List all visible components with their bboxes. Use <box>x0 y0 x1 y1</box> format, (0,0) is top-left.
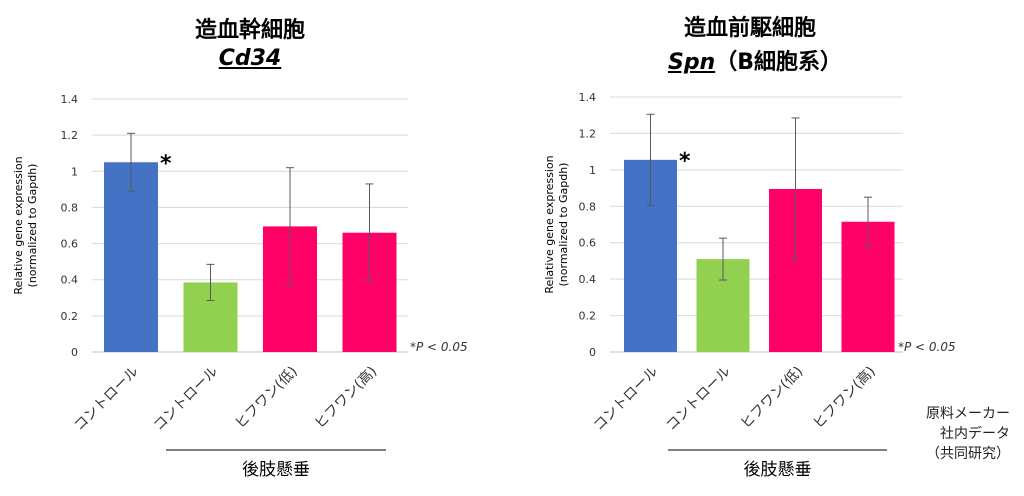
c2-category-label: コントロール <box>591 364 662 435</box>
c1-ytick-label: 0.4 <box>61 274 79 287</box>
c1-significance-asterisk: * <box>160 151 172 176</box>
c1-category-label: コントロール <box>71 364 142 435</box>
c1-ytick-label: 1.4 <box>61 93 79 106</box>
c1-ytick-label: 0.2 <box>61 310 79 323</box>
c1-ytick-label: 0.8 <box>61 201 79 214</box>
chart1-gene: Cd34 <box>218 46 282 71</box>
c2-ytick-label: 1 <box>589 164 596 177</box>
source-line-3: （共同研究） <box>926 446 1010 462</box>
c1-ytick-label: 0.6 <box>61 238 79 251</box>
c2-ytick-label: 0.2 <box>579 310 597 323</box>
c1-group-label: 後肢懸垂 <box>242 460 310 480</box>
source-note: 原料メーカー 社内データ （共同研究） <box>870 404 1010 464</box>
chart1-title: 造血幹細胞 <box>194 18 305 43</box>
chart2-title: 造血前駆細胞 <box>683 16 816 41</box>
c1-ylabel-2: (normalized to Gapdh) <box>26 164 39 288</box>
chart2-gene: Spn <box>667 50 716 75</box>
c2-ytick-label: 1.4 <box>579 91 597 104</box>
c2-ylabel-2: (normalized to Gapdh) <box>557 163 570 287</box>
c1-ytick-label: 1 <box>71 165 78 178</box>
c2-category-label: ヒフワン(低) <box>738 364 807 433</box>
c2-ytick-label: 0.4 <box>579 273 597 286</box>
c1-ytick-label: 0 <box>71 346 78 359</box>
c2-ytick-label: 0 <box>589 346 596 359</box>
source-line-2: 社内データ <box>940 426 1010 442</box>
chart1-gene-title: Cd34 <box>100 46 400 71</box>
c1-ytick-label: 1.2 <box>61 129 79 142</box>
c1-category-label: ヒフワン(高) <box>311 363 380 432</box>
chart2-gene-title: Spn（B細胞系） <box>590 44 920 76</box>
c2-significance-asterisk: * <box>679 149 691 174</box>
c2-ytick-label: 1.2 <box>579 127 597 140</box>
c1-category-label: ヒフワン(低) <box>232 364 301 433</box>
c2-category-label: コントロール <box>663 364 734 435</box>
c2-ytick-label: 0.6 <box>579 237 597 250</box>
c2-category-label: ヒフワン(高) <box>810 363 879 432</box>
c1-category-label: コントロール <box>151 364 222 435</box>
c2-group-label: 後肢懸垂 <box>744 460 812 480</box>
chart2-gene-suffix: （B細胞系） <box>715 50 843 75</box>
c1-ylabel-1: Relative gene expression <box>12 156 25 294</box>
c2-ylabel-1: Relative gene expression <box>543 155 556 293</box>
c2-significance-note: *P < 0.05 <box>898 340 956 354</box>
c1-bar <box>104 162 158 352</box>
c1-significance-note: *P < 0.05 <box>410 340 468 354</box>
source-line-1: 原料メーカー <box>926 406 1010 422</box>
c2-ytick-label: 0.8 <box>579 200 597 213</box>
